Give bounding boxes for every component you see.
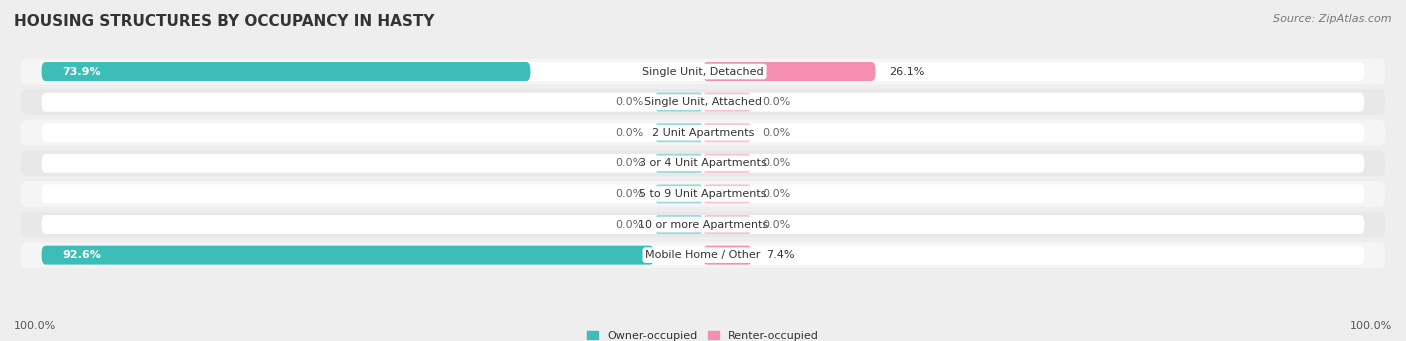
Text: 0.0%: 0.0% — [616, 220, 644, 229]
FancyBboxPatch shape — [655, 93, 703, 112]
Text: 0.0%: 0.0% — [762, 97, 790, 107]
FancyBboxPatch shape — [655, 154, 703, 173]
FancyBboxPatch shape — [42, 184, 1364, 204]
FancyBboxPatch shape — [703, 246, 752, 265]
Text: 73.9%: 73.9% — [62, 66, 101, 76]
FancyBboxPatch shape — [21, 242, 1385, 268]
FancyBboxPatch shape — [703, 93, 751, 112]
Text: 26.1%: 26.1% — [890, 66, 925, 76]
FancyBboxPatch shape — [21, 89, 1385, 115]
Text: 0.0%: 0.0% — [616, 189, 644, 199]
Text: Source: ZipAtlas.com: Source: ZipAtlas.com — [1274, 14, 1392, 24]
Text: 92.6%: 92.6% — [62, 250, 101, 260]
FancyBboxPatch shape — [703, 215, 751, 234]
FancyBboxPatch shape — [21, 212, 1385, 237]
Text: 0.0%: 0.0% — [616, 158, 644, 168]
FancyBboxPatch shape — [703, 184, 751, 204]
Text: Single Unit, Detached: Single Unit, Detached — [643, 66, 763, 76]
FancyBboxPatch shape — [42, 154, 1364, 173]
FancyBboxPatch shape — [655, 184, 703, 204]
Text: 0.0%: 0.0% — [616, 128, 644, 138]
FancyBboxPatch shape — [42, 215, 1364, 234]
Text: 0.0%: 0.0% — [762, 128, 790, 138]
FancyBboxPatch shape — [703, 154, 751, 173]
Text: 100.0%: 100.0% — [14, 321, 56, 330]
Text: 10 or more Apartments: 10 or more Apartments — [638, 220, 768, 229]
FancyBboxPatch shape — [21, 59, 1385, 84]
Legend: Owner-occupied, Renter-occupied: Owner-occupied, Renter-occupied — [586, 331, 820, 341]
FancyBboxPatch shape — [655, 123, 703, 142]
Text: Mobile Home / Other: Mobile Home / Other — [645, 250, 761, 260]
Text: 7.4%: 7.4% — [766, 250, 794, 260]
Text: 0.0%: 0.0% — [762, 158, 790, 168]
FancyBboxPatch shape — [42, 93, 1364, 112]
Text: 0.0%: 0.0% — [762, 220, 790, 229]
FancyBboxPatch shape — [42, 62, 1364, 81]
FancyBboxPatch shape — [42, 62, 530, 81]
Text: 0.0%: 0.0% — [616, 97, 644, 107]
FancyBboxPatch shape — [703, 62, 876, 81]
Text: 5 to 9 Unit Apartments: 5 to 9 Unit Apartments — [640, 189, 766, 199]
FancyBboxPatch shape — [42, 246, 1364, 265]
FancyBboxPatch shape — [655, 215, 703, 234]
FancyBboxPatch shape — [42, 246, 654, 265]
Text: Single Unit, Attached: Single Unit, Attached — [644, 97, 762, 107]
Text: HOUSING STRUCTURES BY OCCUPANCY IN HASTY: HOUSING STRUCTURES BY OCCUPANCY IN HASTY — [14, 14, 434, 29]
FancyBboxPatch shape — [21, 150, 1385, 176]
FancyBboxPatch shape — [42, 123, 1364, 142]
Text: 3 or 4 Unit Apartments: 3 or 4 Unit Apartments — [640, 158, 766, 168]
Text: 100.0%: 100.0% — [1350, 321, 1392, 330]
FancyBboxPatch shape — [703, 123, 751, 142]
Text: 0.0%: 0.0% — [762, 189, 790, 199]
FancyBboxPatch shape — [21, 120, 1385, 146]
Text: 2 Unit Apartments: 2 Unit Apartments — [652, 128, 754, 138]
FancyBboxPatch shape — [21, 181, 1385, 207]
